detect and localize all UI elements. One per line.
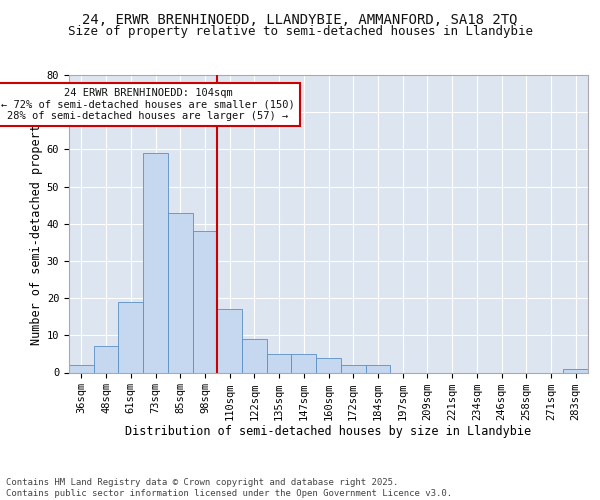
Bar [341, 365, 365, 372]
Bar [267, 354, 292, 372]
Text: 24, ERWR BRENHINOEDD, LLANDYBIE, AMMANFORD, SA18 2TQ: 24, ERWR BRENHINOEDD, LLANDYBIE, AMMANFO… [82, 12, 518, 26]
Bar [69, 365, 94, 372]
Bar [563, 369, 588, 372]
Bar [292, 354, 316, 372]
Bar [118, 302, 143, 372]
X-axis label: Distribution of semi-detached houses by size in Llandybie: Distribution of semi-detached houses by … [125, 426, 532, 438]
Bar [168, 212, 193, 372]
Y-axis label: Number of semi-detached properties: Number of semi-detached properties [29, 102, 43, 345]
Bar [242, 339, 267, 372]
Bar [316, 358, 341, 372]
Bar [143, 153, 168, 372]
Text: Size of property relative to semi-detached houses in Llandybie: Size of property relative to semi-detach… [67, 25, 533, 38]
Text: 24 ERWR BRENHINOEDD: 104sqm
← 72% of semi-detached houses are smaller (150)
28% : 24 ERWR BRENHINOEDD: 104sqm ← 72% of sem… [1, 88, 295, 121]
Bar [94, 346, 118, 372]
Text: Contains HM Land Registry data © Crown copyright and database right 2025.
Contai: Contains HM Land Registry data © Crown c… [6, 478, 452, 498]
Bar [365, 365, 390, 372]
Bar [217, 310, 242, 372]
Bar [193, 231, 217, 372]
